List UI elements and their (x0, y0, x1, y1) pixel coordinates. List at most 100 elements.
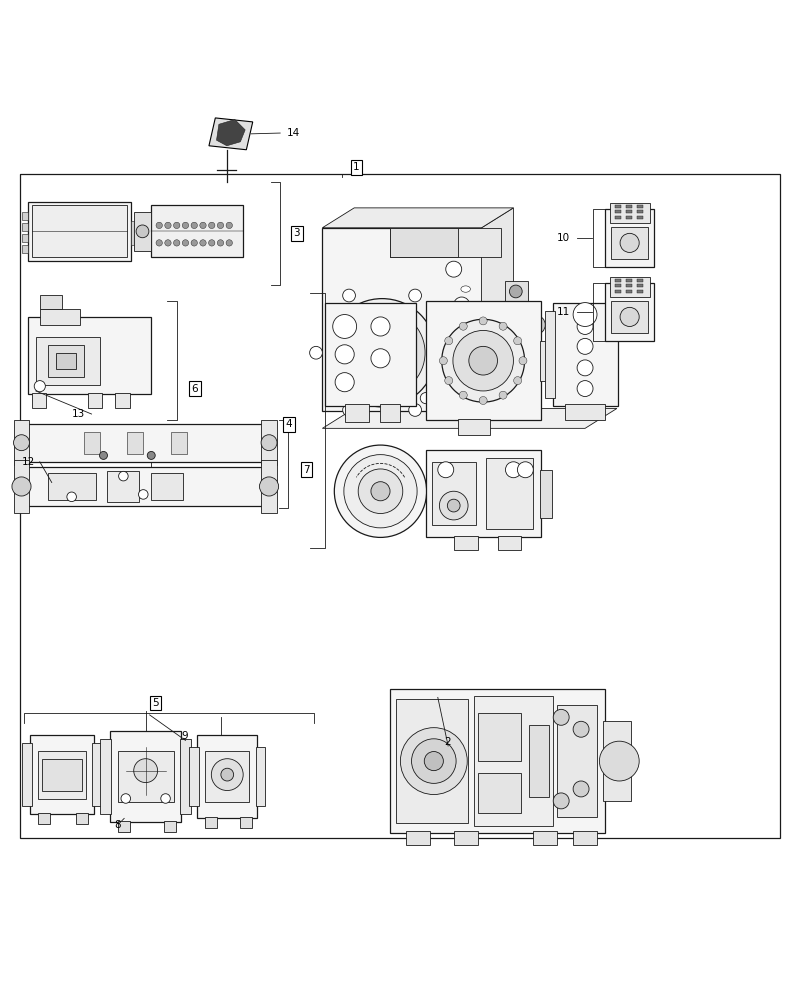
Bar (240, 817, 252, 828)
Circle shape (161, 794, 170, 803)
Text: 14: 14 (287, 128, 300, 138)
Bar (610, 277, 650, 297)
Bar (127, 432, 143, 454)
Circle shape (573, 303, 597, 326)
Bar (565, 404, 605, 420)
Circle shape (310, 346, 322, 359)
Bar (42, 759, 82, 791)
Circle shape (212, 759, 244, 791)
Bar (110, 731, 181, 822)
Bar (30, 735, 94, 814)
Bar (478, 773, 521, 813)
Bar (540, 341, 560, 381)
Circle shape (261, 435, 277, 451)
Bar (486, 458, 533, 529)
Bar (22, 234, 28, 242)
Bar (180, 739, 191, 814)
Bar (22, 245, 28, 253)
Bar (540, 470, 552, 518)
Text: 2: 2 (444, 737, 451, 747)
Bar (615, 290, 621, 293)
Text: 5: 5 (152, 698, 158, 708)
Circle shape (220, 768, 234, 781)
Bar (637, 216, 643, 219)
Circle shape (446, 261, 462, 277)
Circle shape (147, 451, 155, 459)
Bar (390, 228, 501, 257)
Circle shape (553, 709, 569, 725)
Ellipse shape (461, 361, 470, 368)
Bar (610, 203, 650, 223)
Circle shape (191, 222, 197, 229)
Bar (626, 210, 632, 213)
Bar (533, 831, 557, 845)
Circle shape (333, 315, 357, 338)
Bar (498, 536, 521, 550)
Circle shape (357, 327, 408, 378)
Bar (505, 281, 528, 301)
Circle shape (358, 469, 403, 514)
Bar (396, 699, 468, 823)
Text: 13: 13 (72, 409, 85, 419)
Circle shape (344, 455, 417, 528)
Bar (626, 279, 632, 282)
Text: 11: 11 (557, 307, 571, 317)
Bar (189, 747, 199, 806)
Bar (48, 345, 84, 377)
Text: 4: 4 (286, 419, 292, 429)
Bar (84, 432, 100, 454)
Circle shape (259, 477, 279, 496)
Bar (325, 303, 416, 406)
Bar (131, 221, 137, 245)
Circle shape (217, 222, 224, 229)
Bar (615, 216, 621, 219)
Bar (38, 813, 50, 824)
Ellipse shape (461, 338, 470, 344)
Text: 3: 3 (294, 228, 300, 238)
Bar (118, 821, 130, 832)
Circle shape (424, 752, 443, 771)
Ellipse shape (461, 286, 470, 292)
Circle shape (342, 404, 355, 416)
Circle shape (100, 451, 107, 459)
Circle shape (409, 289, 422, 302)
Circle shape (371, 482, 390, 501)
Bar (615, 210, 621, 213)
Text: 6: 6 (192, 384, 198, 394)
Circle shape (577, 381, 593, 397)
Circle shape (447, 499, 460, 512)
Circle shape (165, 222, 171, 229)
Circle shape (509, 285, 522, 298)
Bar (615, 205, 621, 208)
Bar (36, 337, 100, 385)
Bar (529, 725, 549, 797)
Bar (637, 210, 643, 213)
Bar (626, 216, 632, 219)
Bar (553, 303, 618, 406)
Text: 9: 9 (181, 731, 188, 741)
Circle shape (445, 337, 453, 345)
Circle shape (513, 377, 521, 385)
Bar (92, 743, 102, 806)
Bar (205, 817, 217, 828)
Bar (151, 473, 183, 500)
Bar (28, 467, 263, 506)
Circle shape (420, 393, 431, 404)
Circle shape (182, 240, 189, 246)
Circle shape (513, 337, 521, 345)
Bar (22, 212, 28, 220)
Bar (426, 301, 541, 420)
Circle shape (339, 310, 425, 396)
Bar (626, 290, 632, 293)
Circle shape (469, 346, 498, 375)
Bar (637, 279, 643, 282)
Circle shape (121, 794, 131, 803)
Bar (322, 228, 482, 411)
Circle shape (341, 393, 352, 404)
Bar (28, 317, 151, 394)
Bar (603, 721, 631, 801)
Circle shape (200, 222, 206, 229)
Bar (28, 424, 263, 462)
Circle shape (165, 240, 171, 246)
Bar (197, 735, 257, 818)
